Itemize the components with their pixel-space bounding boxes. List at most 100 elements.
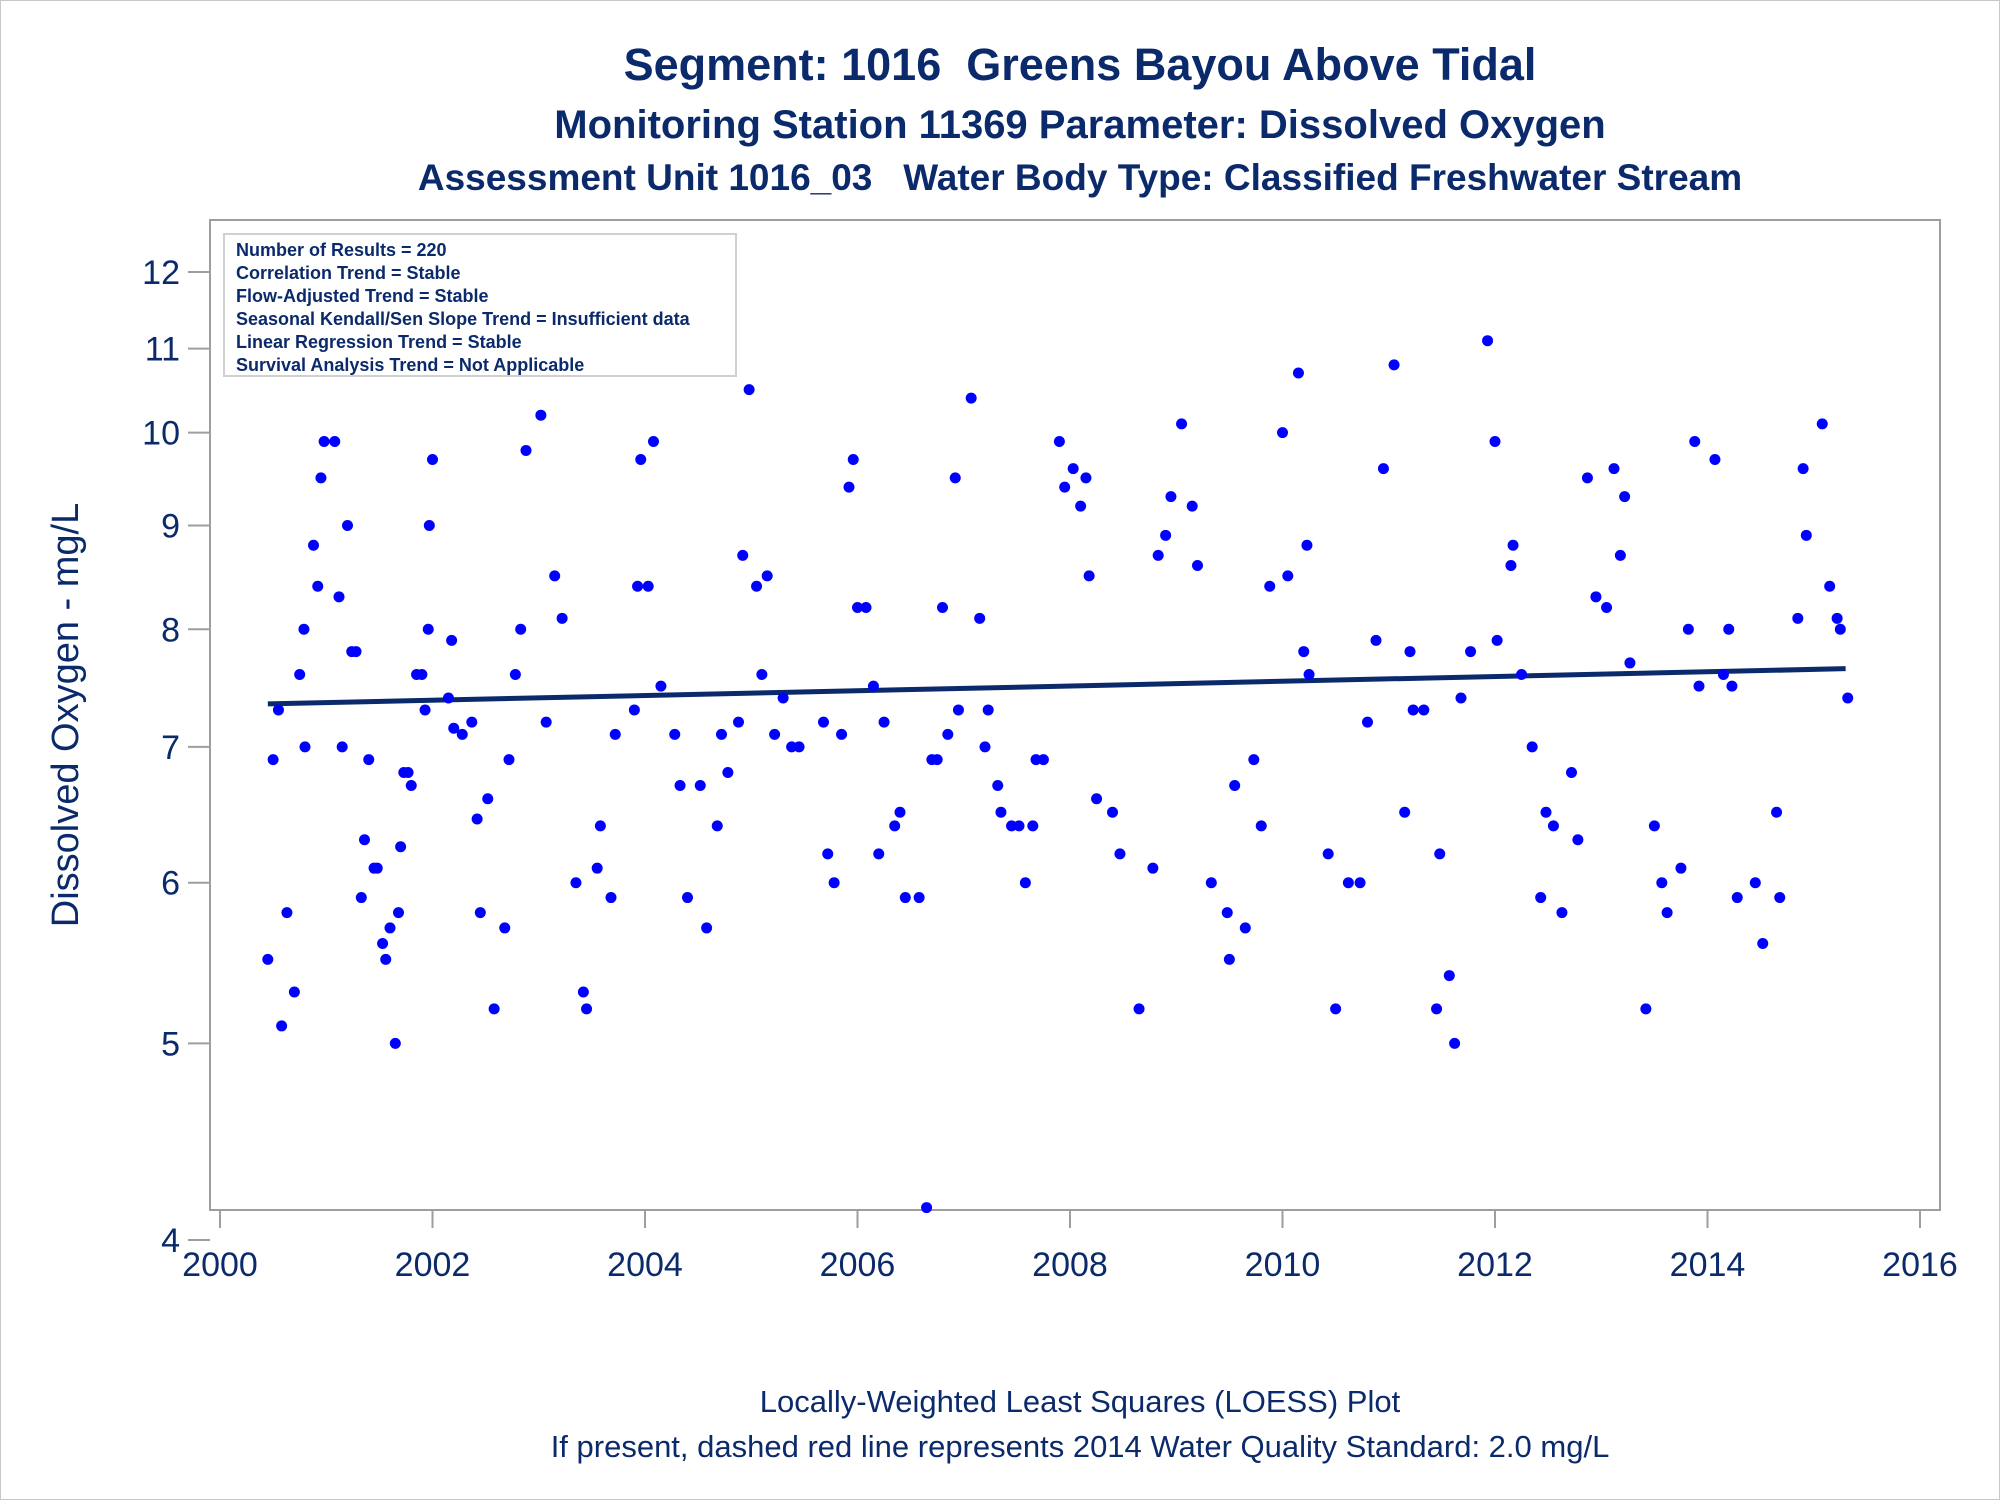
data-point xyxy=(1107,806,1118,818)
data-point xyxy=(1431,1003,1443,1015)
data-point xyxy=(873,848,885,860)
data-point xyxy=(488,1003,500,1015)
data-point xyxy=(937,602,948,614)
data-point xyxy=(1648,820,1660,832)
data-point xyxy=(1540,806,1552,818)
data-point xyxy=(556,612,568,624)
data-point xyxy=(355,892,367,904)
data-point xyxy=(549,570,561,582)
data-point xyxy=(860,602,872,614)
data-point xyxy=(949,472,961,484)
data-point xyxy=(1152,549,1164,561)
data-point xyxy=(605,892,617,904)
data-point xyxy=(474,907,486,919)
chart-subtitle-2: Assessment Unit 1016_03 Water Body Type:… xyxy=(418,157,1742,198)
data-point xyxy=(1661,907,1673,919)
data-point xyxy=(377,938,389,950)
data-point xyxy=(535,409,547,421)
data-point xyxy=(1590,591,1602,603)
chart-subtitle: Monitoring Station 11369 Parameter: Diss… xyxy=(554,103,1605,147)
data-point xyxy=(371,862,383,874)
data-point xyxy=(1717,668,1729,680)
data-point xyxy=(1248,754,1260,766)
data-point xyxy=(318,436,330,448)
stats-line: Linear Regression Trend = Stable xyxy=(236,332,522,352)
data-point xyxy=(843,481,855,493)
data-point xyxy=(1434,848,1446,860)
data-point xyxy=(416,668,428,680)
data-point xyxy=(921,1202,933,1214)
data-point xyxy=(974,612,986,624)
data-point xyxy=(359,834,370,846)
data-point xyxy=(642,580,654,592)
data-point xyxy=(1277,427,1288,439)
data-point xyxy=(756,668,768,680)
data-point xyxy=(1399,806,1411,818)
footnote-loess: Locally-Weighted Least Squares (LOESS) P… xyxy=(760,1384,1401,1419)
data-point xyxy=(648,436,659,448)
data-point xyxy=(894,806,906,818)
data-point xyxy=(1723,623,1735,635)
data-point xyxy=(1354,877,1366,889)
data-point xyxy=(308,539,319,551)
data-point xyxy=(380,953,392,965)
data-point xyxy=(1407,704,1419,716)
data-point xyxy=(389,1037,401,1049)
data-point xyxy=(1186,500,1198,512)
data-point xyxy=(299,741,311,753)
data-point xyxy=(867,680,879,692)
data-point xyxy=(952,704,964,716)
data-point xyxy=(262,953,274,965)
data-point xyxy=(1147,862,1159,874)
data-point xyxy=(1771,806,1783,818)
data-point xyxy=(899,892,911,904)
chart-title: Segment: 1016 Greens Bayou Above Tidal xyxy=(624,39,1537,90)
data-point xyxy=(446,634,458,646)
data-point xyxy=(722,766,734,778)
data-point xyxy=(342,519,353,531)
data-point xyxy=(1526,741,1538,753)
data-point xyxy=(594,820,606,832)
data-point xyxy=(288,986,300,998)
data-point xyxy=(965,392,977,404)
data-point xyxy=(329,436,341,448)
data-point xyxy=(1221,907,1233,919)
data-point xyxy=(1362,716,1373,728)
data-point xyxy=(1689,436,1701,448)
data-point xyxy=(1581,472,1593,484)
data-point xyxy=(395,841,407,853)
data-point xyxy=(482,793,494,805)
data-point xyxy=(1709,453,1721,465)
data-point xyxy=(777,692,789,704)
data-point xyxy=(384,922,396,934)
data-point xyxy=(635,453,647,465)
data-point xyxy=(942,728,954,740)
data-point xyxy=(276,1020,288,1032)
data-point xyxy=(581,1003,593,1015)
data-point xyxy=(1608,463,1620,475)
data-point xyxy=(1059,481,1071,493)
data-point xyxy=(655,680,667,692)
data-point xyxy=(931,754,943,766)
data-point xyxy=(1489,436,1501,448)
data-point xyxy=(281,907,293,919)
data-point xyxy=(1282,570,1294,582)
x-tick-label: 2004 xyxy=(607,1246,683,1284)
data-point xyxy=(737,549,749,561)
x-tick-label: 2012 xyxy=(1457,1246,1533,1284)
data-point xyxy=(711,820,723,832)
data-point xyxy=(1831,612,1843,624)
data-point xyxy=(520,444,532,456)
y-tick-label: 10 xyxy=(142,415,180,453)
trend-line-group xyxy=(267,666,1846,707)
data-point xyxy=(1037,754,1049,766)
data-point xyxy=(312,580,324,592)
data-point xyxy=(1027,820,1039,832)
y-tick-label: 8 xyxy=(161,611,180,649)
data-point xyxy=(1566,766,1577,778)
data-point xyxy=(1757,938,1769,950)
data-point xyxy=(632,580,644,592)
data-point xyxy=(515,623,527,635)
data-point xyxy=(466,716,478,728)
data-point xyxy=(1443,970,1455,982)
